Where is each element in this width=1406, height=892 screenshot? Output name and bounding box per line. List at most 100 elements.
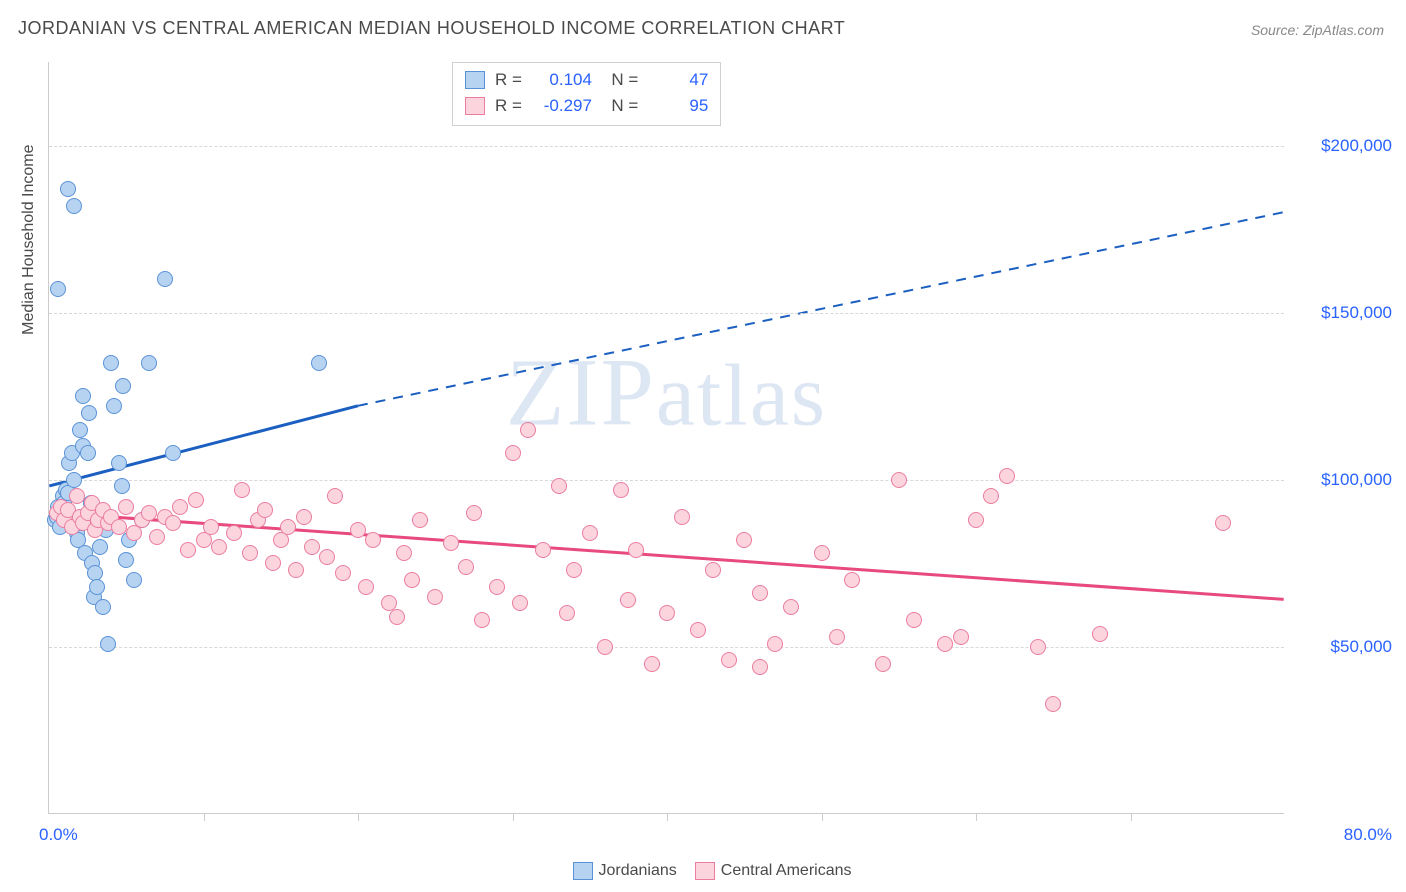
scatter-point-central_americans [396, 545, 412, 561]
scatter-point-central_americans [350, 522, 366, 538]
scatter-point-central_americans [983, 488, 999, 504]
scatter-point-central_americans [597, 639, 613, 655]
scatter-point-jordanians [100, 636, 116, 652]
scatter-point-central_americans [829, 629, 845, 645]
x-tick [204, 813, 205, 821]
scatter-point-central_americans [814, 545, 830, 561]
x-tick [1131, 813, 1132, 821]
scatter-point-central_americans [288, 562, 304, 578]
scatter-point-central_americans [752, 585, 768, 601]
scatter-point-central_americans [566, 562, 582, 578]
scatter-point-central_americans [412, 512, 428, 528]
scatter-point-central_americans [891, 472, 907, 488]
scatter-point-central_americans [721, 652, 737, 668]
x-tick [667, 813, 668, 821]
y-tick-label: $150,000 [1292, 303, 1392, 323]
gridline [49, 313, 1284, 314]
scatter-point-jordanians [92, 539, 108, 555]
scatter-point-jordanians [66, 472, 82, 488]
legend-swatch-jordanians [573, 862, 593, 880]
stat-r-value-jordanians: 0.104 [532, 67, 592, 93]
scatter-point-central_americans [512, 595, 528, 611]
scatter-point-central_americans [505, 445, 521, 461]
scatter-point-central_americans [226, 525, 242, 541]
scatter-point-central_americans [203, 519, 219, 535]
stat-n-label: N = [602, 67, 638, 93]
x-tick [822, 813, 823, 821]
y-tick-label: $200,000 [1292, 136, 1392, 156]
scatter-point-central_americans [906, 612, 922, 628]
scatter-point-central_americans [404, 572, 420, 588]
scatter-point-central_americans [141, 505, 157, 521]
scatter-point-jordanians [50, 281, 66, 297]
legend-swatch-central_americans [465, 97, 485, 115]
scatter-point-central_americans [211, 539, 227, 555]
scatter-point-central_americans [389, 609, 405, 625]
scatter-point-central_americans [674, 509, 690, 525]
scatter-point-central_americans [690, 622, 706, 638]
gridline [49, 647, 1284, 648]
x-tick [513, 813, 514, 821]
source-attribution: Source: ZipAtlas.com [1251, 22, 1384, 38]
scatter-point-jordanians [103, 355, 119, 371]
scatter-point-central_americans [705, 562, 721, 578]
source-name: ZipAtlas.com [1303, 22, 1384, 38]
scatter-point-central_americans [1215, 515, 1231, 531]
legend-label-central_americans: Central Americans [721, 862, 852, 879]
scatter-point-central_americans [937, 636, 953, 652]
scatter-point-central_americans [620, 592, 636, 608]
scatter-point-central_americans [659, 605, 675, 621]
scatter-point-central_americans [535, 542, 551, 558]
y-tick-label: $50,000 [1292, 637, 1392, 657]
scatter-point-central_americans [628, 542, 644, 558]
scatter-point-central_americans [118, 499, 134, 515]
scatter-point-jordanians [111, 455, 127, 471]
stats-row-jordanians: R =0.104 N =47 [465, 67, 708, 93]
scatter-point-jordanians [72, 422, 88, 438]
scatter-point-central_americans [466, 505, 482, 521]
scatter-point-central_americans [783, 599, 799, 615]
scatter-point-central_americans [520, 422, 536, 438]
scatter-point-central_americans [551, 478, 567, 494]
stats-row-central_americans: R =-0.297 N =95 [465, 93, 708, 119]
legend-label-jordanians: Jordanians [599, 862, 677, 879]
scatter-point-central_americans [265, 555, 281, 571]
scatter-point-central_americans [180, 542, 196, 558]
scatter-point-central_americans [644, 656, 660, 672]
scatter-point-jordanians [81, 405, 97, 421]
scatter-point-jordanians [60, 181, 76, 197]
source-prefix: Source: [1251, 22, 1303, 38]
scatter-point-central_americans [752, 659, 768, 675]
scatter-point-central_americans [443, 535, 459, 551]
scatter-point-jordanians [66, 198, 82, 214]
scatter-point-central_americans [319, 549, 335, 565]
scatter-point-jordanians [311, 355, 327, 371]
y-axis-title: Median Household Income [20, 144, 38, 334]
scatter-point-jordanians [157, 271, 173, 287]
scatter-point-central_americans [365, 532, 381, 548]
scatter-point-central_americans [968, 512, 984, 528]
x-axis-max-label: 80.0% [1344, 825, 1392, 845]
stat-n-value-central_americans: 95 [648, 93, 708, 119]
scatter-point-central_americans [165, 515, 181, 531]
scatter-point-jordanians [126, 572, 142, 588]
scatter-point-central_americans [234, 482, 250, 498]
scatter-point-central_americans [358, 579, 374, 595]
scatter-point-central_americans [280, 519, 296, 535]
x-axis-min-label: 0.0% [39, 825, 78, 845]
scatter-point-central_americans [327, 488, 343, 504]
scatter-point-central_americans [999, 468, 1015, 484]
correlation-stats-box: R =0.104 N =47R =-0.297 N =95 [452, 62, 721, 126]
stat-r-value-central_americans: -0.297 [532, 93, 592, 119]
trendline-extrapolated-jordanians [358, 212, 1284, 406]
legend-swatch-jordanians [465, 71, 485, 89]
scatter-point-central_americans [304, 539, 320, 555]
scatter-point-jordanians [118, 552, 134, 568]
scatter-point-central_americans [149, 529, 165, 545]
scatter-point-central_americans [844, 572, 860, 588]
scatter-point-central_americans [582, 525, 598, 541]
scatter-point-jordanians [89, 579, 105, 595]
scatter-point-central_americans [111, 519, 127, 535]
scatter-point-central_americans [172, 499, 188, 515]
scatter-point-jordanians [114, 478, 130, 494]
